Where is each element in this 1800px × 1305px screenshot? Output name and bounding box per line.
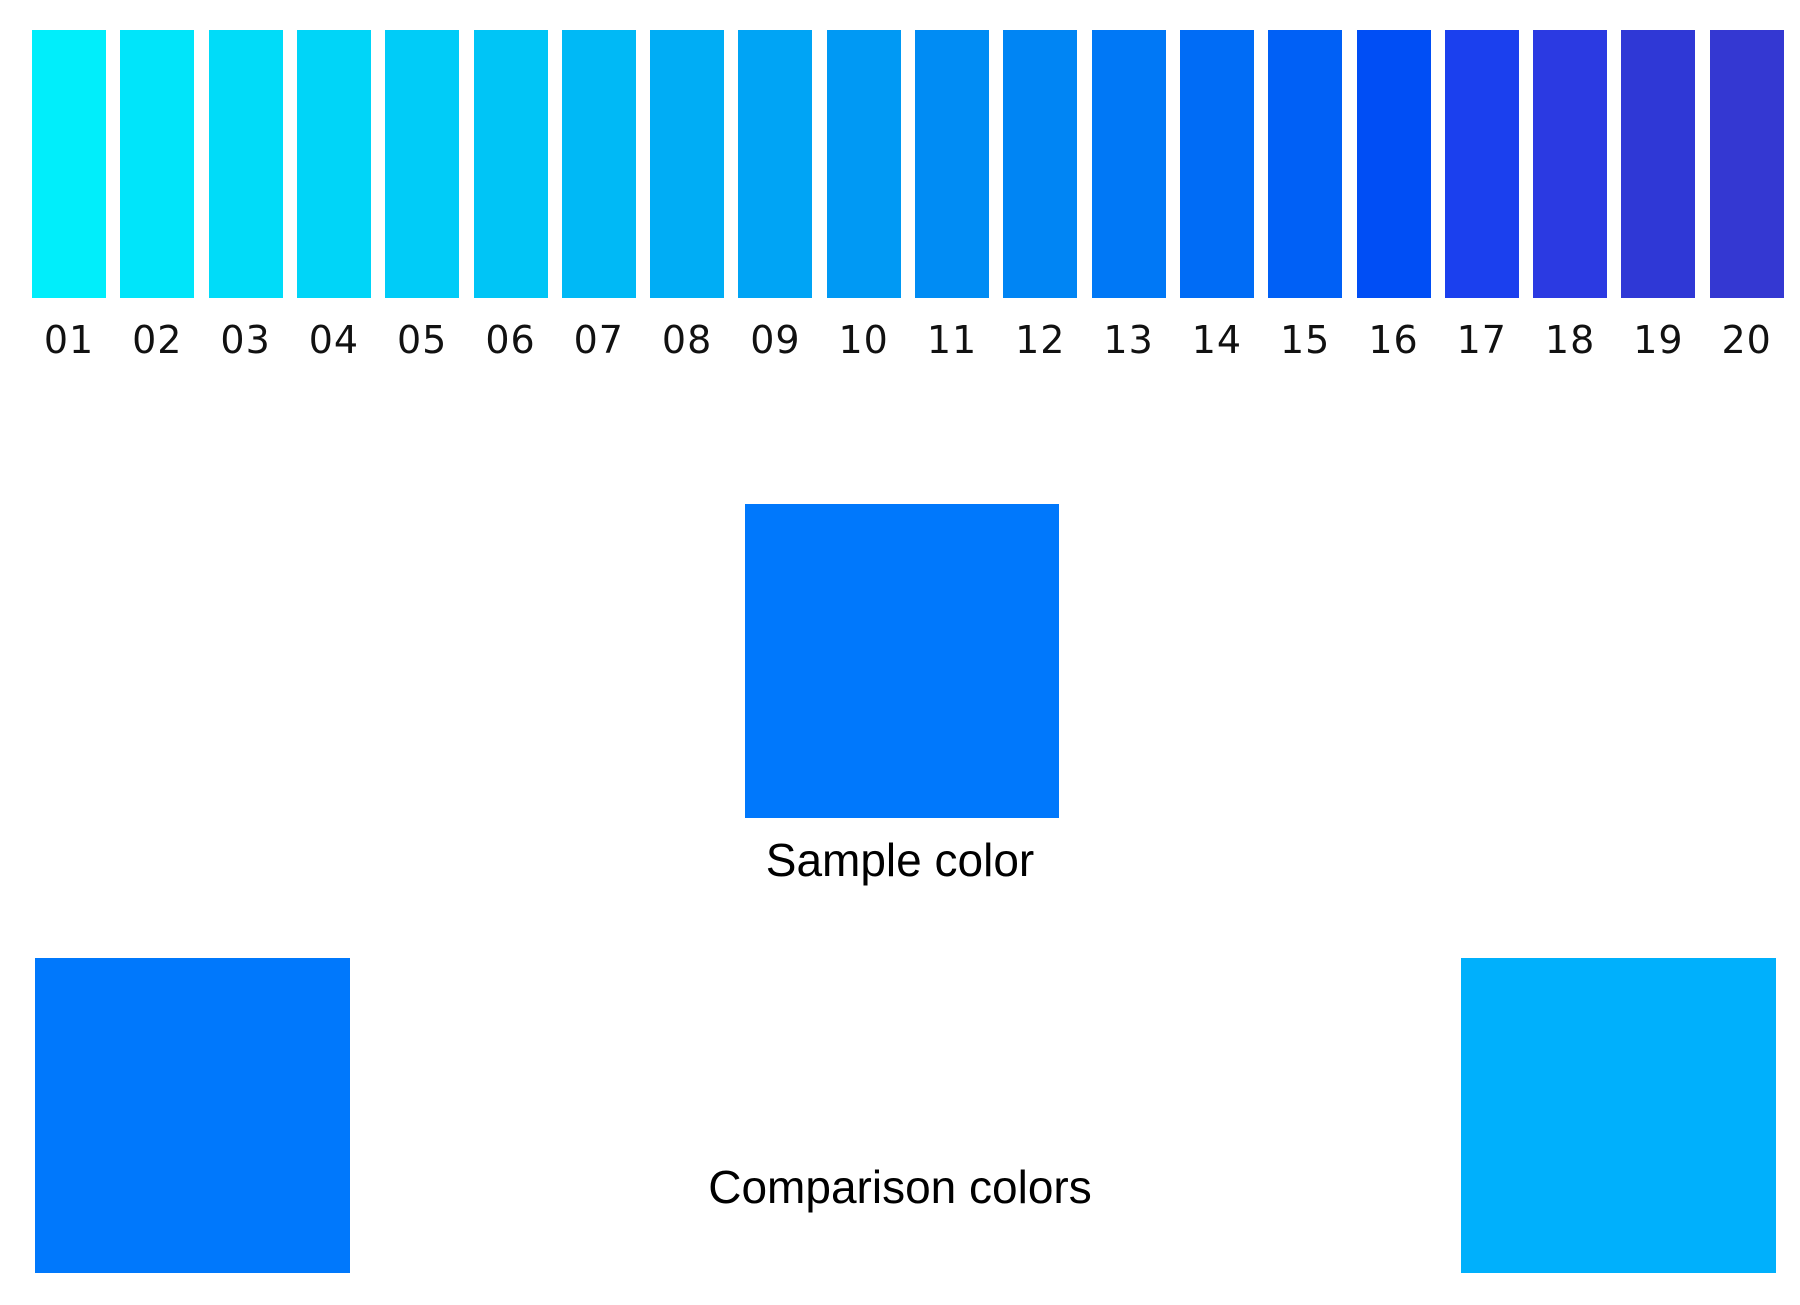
swatch-label-08: 08 — [661, 318, 713, 362]
swatch-label-07: 07 — [573, 318, 624, 362]
swatch-label-18: 18 — [1544, 318, 1596, 362]
swatch-label-12: 12 — [1015, 318, 1066, 362]
swatch-label-20: 20 — [1721, 318, 1772, 362]
color-swatch-04 — [296, 30, 371, 298]
color-swatch-19 — [1621, 30, 1696, 298]
color-swatch-05 — [385, 30, 460, 298]
color-swatch-08 — [650, 30, 725, 298]
swatch-label-06: 06 — [485, 318, 536, 362]
color-swatch-03 — [208, 30, 283, 298]
color-swatch-16 — [1356, 30, 1431, 298]
color-swatch-10 — [826, 30, 901, 298]
swatch-label-17: 17 — [1456, 318, 1507, 362]
comparison-color-left-square — [35, 958, 350, 1273]
swatch-label-16: 16 — [1368, 318, 1419, 362]
color-swatch-01 — [32, 30, 106, 298]
sample-color-label: Sample color — [765, 834, 1035, 886]
swatch-label-19: 19 — [1633, 318, 1684, 362]
color-swatch-02 — [120, 30, 195, 298]
swatch-label-04: 04 — [308, 318, 360, 362]
swatch-label-14: 14 — [1191, 318, 1243, 362]
swatch-label-01: 01 — [43, 318, 95, 362]
color-swatch-09 — [738, 30, 813, 298]
comparison-color-right-square — [1461, 958, 1776, 1273]
sample-color-square — [745, 504, 1059, 818]
color-swatch-20 — [1709, 30, 1784, 298]
color-swatch-07 — [561, 30, 636, 298]
swatch-label-03: 03 — [220, 318, 271, 362]
comparison-colors-label: Comparison colors — [708, 1161, 1092, 1213]
swatch-label-02: 02 — [132, 318, 183, 362]
swatch-strip: 01 02 03 04 05 06 07 08 09 10 11 12 13 14 15 16 17 18 19 20 — [0, 0, 1800, 380]
swatch-label-05: 05 — [397, 318, 448, 362]
swatch-label-13: 13 — [1103, 318, 1154, 362]
color-swatch-15 — [1268, 30, 1343, 298]
swatch-label-11: 11 — [926, 318, 978, 362]
swatch-label-09: 09 — [750, 318, 801, 362]
color-swatch-12 — [1003, 30, 1078, 298]
color-swatch-14 — [1179, 30, 1254, 298]
color-swatch-17 — [1444, 30, 1519, 298]
color-swatch-06 — [473, 30, 548, 298]
color-swatch-18 — [1533, 30, 1608, 298]
swatch-label-15: 15 — [1280, 318, 1331, 362]
color-swatch-11 — [915, 30, 989, 298]
color-swatch-13 — [1091, 30, 1166, 298]
swatch-label-10: 10 — [838, 318, 889, 362]
